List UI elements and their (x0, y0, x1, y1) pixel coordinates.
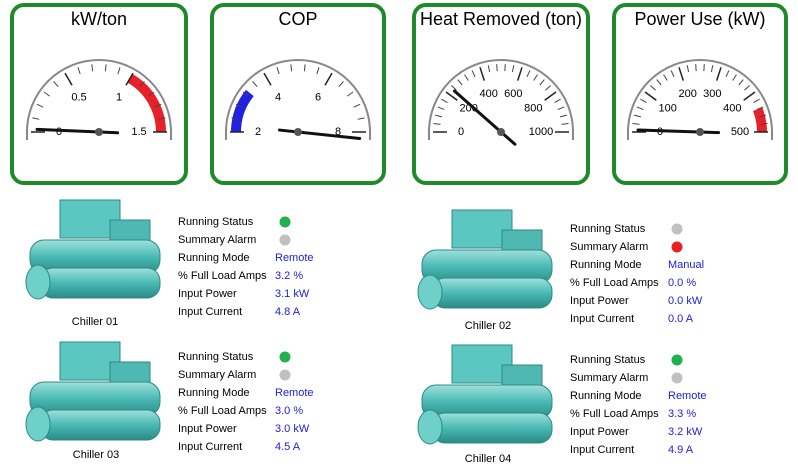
status-value: 4.9 A (668, 444, 694, 456)
status-label: Input Power (570, 426, 629, 438)
status-value: 3.1 kW (275, 288, 310, 300)
status-label: Running Status (178, 216, 254, 228)
status-label: Running Status (178, 351, 254, 363)
chiller-name: Chiller 02 (465, 320, 511, 332)
status-label: Running Mode (570, 259, 642, 271)
gauge-tick-label: 400 (723, 102, 741, 114)
status-value: Remote (275, 387, 314, 399)
status-value: 3.3 % (668, 408, 696, 420)
needle-hub (696, 128, 704, 136)
status-indicator (672, 224, 683, 235)
chiller-name: Chiller 01 (72, 316, 118, 328)
gauge-tick-label: 0.5 (71, 91, 86, 103)
status-label: Input Current (178, 441, 242, 453)
gauge-tick-label: 800 (524, 102, 542, 114)
status-indicator (672, 355, 683, 366)
needle-hub (497, 128, 505, 136)
chiller-name: Chiller 04 (465, 453, 511, 462)
status-value: 3.2 kW (668, 426, 703, 438)
status-value: Remote (275, 252, 314, 264)
status-label: Running Status (570, 223, 646, 235)
status-indicator (672, 373, 683, 384)
gauge-title: kW/ton (71, 9, 127, 29)
status-label: Input Current (570, 313, 634, 325)
status-value: 3.0 kW (275, 423, 310, 435)
gauge-tick-label: 4 (275, 91, 281, 103)
gauge-title: Heat Removed (ton) (420, 9, 582, 29)
status-label: Summary Alarm (178, 234, 256, 246)
status-value: 0.0 % (668, 277, 696, 289)
status-label: Input Power (178, 288, 237, 300)
status-value: 0.0 kW (668, 295, 703, 307)
needle-hub (294, 128, 302, 136)
gauge-zone (758, 109, 762, 132)
gauge-tick-label: 100 (658, 102, 676, 114)
gauge-title: Power Use (kW) (634, 9, 765, 29)
chiller-image (418, 210, 552, 309)
gauge-tick-label: 1000 (529, 126, 553, 138)
gauge-tick-label: 2 (255, 126, 261, 138)
gauge-tick-label: 1 (116, 91, 122, 103)
status-label: Input Power (178, 423, 237, 435)
status-label: Running Mode (178, 252, 250, 264)
status-value: Remote (668, 390, 707, 402)
status-label: % Full Load Amps (570, 277, 659, 289)
status-indicator (280, 235, 291, 246)
status-label: Input Current (178, 306, 242, 318)
gauge-tick-label: 0 (458, 126, 464, 138)
gauge-tick-label: 1.5 (131, 126, 146, 138)
status-value: 3.0 % (275, 405, 303, 417)
gauge-tick-label: 500 (731, 126, 749, 138)
chiller-name: Chiller 03 (73, 449, 119, 461)
status-indicator (672, 242, 683, 253)
gauge-title: COP (278, 9, 317, 29)
gauge-tick-label: 6 (315, 91, 321, 103)
needle-hub (95, 128, 103, 136)
status-indicator (280, 370, 291, 381)
status-label: Input Power (570, 295, 629, 307)
gauge-tick-label: 600 (504, 88, 522, 100)
status-value: 3.2 % (275, 270, 303, 282)
status-value: Manual (668, 259, 704, 271)
status-value: 4.5 A (275, 441, 301, 453)
chiller-image (418, 345, 552, 444)
gauge-tick-label: 300 (703, 88, 721, 100)
chiller-image (26, 200, 160, 299)
status-label: Summary Alarm (570, 372, 648, 384)
status-indicator (280, 217, 291, 228)
status-value: 4.8 A (275, 306, 301, 318)
status-label: % Full Load Amps (178, 270, 267, 282)
gauge-tick-label: 200 (678, 88, 696, 100)
status-label: Running Mode (570, 390, 642, 402)
status-label: Input Current (570, 444, 634, 456)
status-label: Summary Alarm (178, 369, 256, 381)
chiller-image (26, 342, 160, 441)
status-label: % Full Load Amps (178, 405, 267, 417)
status-label: Running Status (570, 354, 646, 366)
status-label: % Full Load Amps (570, 408, 659, 420)
status-value: 0.0 A (668, 313, 694, 325)
status-label: Summary Alarm (570, 241, 648, 253)
gauge-tick-label: 400 (479, 88, 497, 100)
status-indicator (280, 352, 291, 363)
status-label: Running Mode (178, 387, 250, 399)
